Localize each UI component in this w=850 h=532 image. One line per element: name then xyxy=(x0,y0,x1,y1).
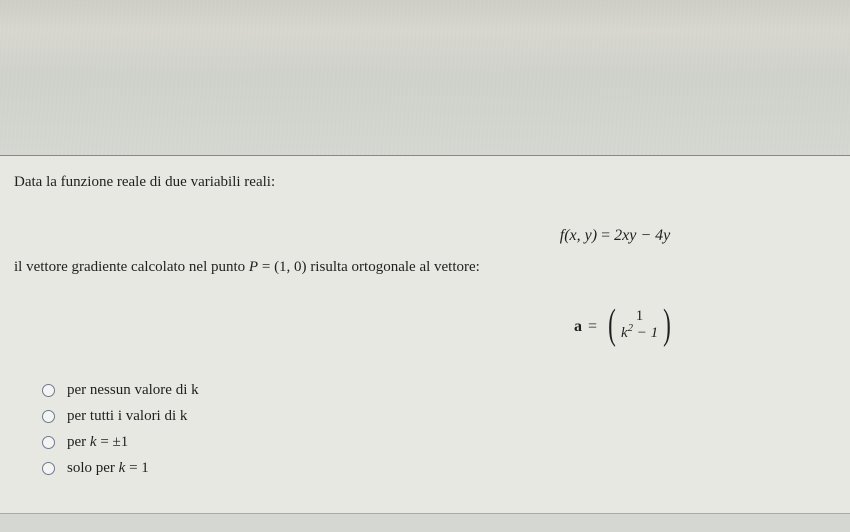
function-rhs: 2xy − 4y xyxy=(614,227,670,244)
option-4[interactable]: solo per k = 1 xyxy=(42,460,836,477)
option-label: per tutti i valori di k xyxy=(67,408,187,425)
option-1[interactable]: per nessun valore di k xyxy=(42,382,836,399)
option-2[interactable]: per tutti i valori di k xyxy=(42,408,836,425)
vector-bottom: k2 − 1 xyxy=(621,325,658,342)
option-label: per nessun valore di k xyxy=(67,382,199,399)
radio-icon[interactable] xyxy=(42,436,55,449)
radio-icon[interactable] xyxy=(42,410,55,423)
option-3[interactable]: per k = ±1 xyxy=(42,434,836,451)
question-intro: Data la funzione reale di due variabili … xyxy=(14,174,836,191)
function-lhs: f(x, y) xyxy=(560,227,597,244)
vector-column: 1 k2 − 1 xyxy=(619,308,660,343)
question-line2: il vettore gradiente calcolato nel punto… xyxy=(14,259,836,276)
option-label: per k = ±1 xyxy=(67,434,128,451)
paren-right: ) xyxy=(663,304,671,346)
paren-left: ( xyxy=(608,304,616,346)
function-equation: f(x, y) = 2xy − 4y xyxy=(14,227,836,245)
point-label: P xyxy=(249,259,258,275)
options-list: per nessun valore di k per tutti i valor… xyxy=(42,382,836,477)
vector-label: a xyxy=(574,318,582,336)
radio-icon[interactable] xyxy=(42,384,55,397)
line2-pre: il vettore gradiente calcolato nel punto xyxy=(14,259,249,275)
vector-equation: a = ( 1 k2 − 1 ) xyxy=(14,306,836,348)
option-label: solo per k = 1 xyxy=(67,460,149,477)
radio-icon[interactable] xyxy=(42,462,55,475)
point-value: (1, 0) xyxy=(274,259,307,275)
vector-top: 1 xyxy=(636,308,644,325)
line2-post: risulta ortogonale al vettore: xyxy=(307,259,480,275)
moire-pattern xyxy=(0,0,850,155)
question-panel: Data la funzione reale di due variabili … xyxy=(0,155,850,514)
